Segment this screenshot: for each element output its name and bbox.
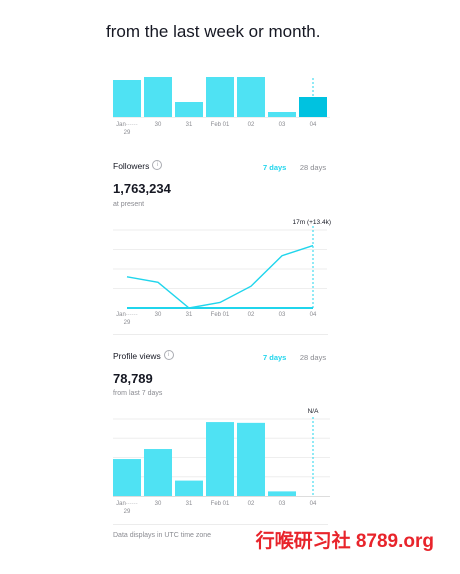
data-annotation: N/A bbox=[308, 408, 320, 415]
bar bbox=[299, 97, 327, 117]
bar bbox=[206, 422, 234, 496]
profile-views-header: Profile views i bbox=[113, 346, 174, 364]
followers-tab-7-days[interactable]: 7 days bbox=[263, 163, 287, 172]
x-tick-label: Jan······ bbox=[116, 312, 138, 318]
followers-header: Followers i bbox=[113, 156, 163, 174]
followers-title: Followers bbox=[113, 161, 150, 171]
followers-line-chart: 17m (+13.4k) Jan······ 30 31 Feb 01 02 03 04 29 bbox=[110, 216, 335, 328]
x-tick-label: Jan······ bbox=[116, 122, 138, 128]
x-tick-label: 02 bbox=[248, 312, 255, 318]
x-tick-label: 30 bbox=[155, 501, 162, 507]
bar bbox=[175, 102, 203, 117]
followers-count: 1,763,234 bbox=[113, 181, 171, 196]
bar bbox=[237, 422, 265, 496]
watermark-text: 行喉研习社 8789.org bbox=[255, 531, 434, 552]
bar bbox=[175, 480, 203, 496]
bar bbox=[113, 80, 141, 117]
bar bbox=[144, 449, 172, 496]
profile-views-bar-chart: N/A Jan······ 30 31 Feb 01 02 03 04 29 bbox=[110, 405, 335, 520]
bar bbox=[268, 491, 296, 496]
info-icon[interactable]: i bbox=[163, 349, 174, 360]
timezone-note: Data displays in UTC time zone bbox=[113, 532, 212, 539]
x-tick-label: 02 bbox=[248, 122, 255, 128]
followers-period-tabs: 7 days 28 days bbox=[263, 157, 326, 175]
x-tick-label: Jan······ bbox=[116, 501, 138, 507]
bar bbox=[113, 459, 141, 496]
intro-text: from the last week or month. bbox=[106, 22, 321, 41]
top-bar-chart-svg: Jan······ 30 31 Feb 01 02 03 04 29 bbox=[113, 77, 330, 136]
x-tick-label: 29 bbox=[124, 320, 131, 326]
bar bbox=[144, 77, 172, 117]
profile-views-period-tabs: 7 days 28 days bbox=[263, 347, 326, 365]
section-divider bbox=[113, 524, 328, 525]
profile-views-caption: from last 7 days bbox=[113, 390, 163, 397]
bar bbox=[268, 112, 296, 117]
x-tick-label: 04 bbox=[310, 501, 317, 507]
data-annotation: 17m (+13.4k) bbox=[293, 219, 331, 226]
followers-caption: at present bbox=[113, 201, 145, 208]
x-tick-label: 29 bbox=[124, 130, 131, 136]
x-tick-label: 31 bbox=[186, 501, 193, 507]
section-divider bbox=[113, 334, 328, 335]
x-tick-label: 29 bbox=[124, 509, 131, 515]
profile-views-tab-28-days[interactable]: 28 days bbox=[299, 353, 327, 362]
x-tick-label: 30 bbox=[155, 312, 162, 318]
top-bar-chart: Jan······ 30 31 Feb 01 02 03 04 29 bbox=[110, 70, 330, 136]
x-tick-label: 03 bbox=[279, 312, 286, 318]
x-tick-label: 31 bbox=[186, 122, 193, 128]
profile-views-count: 78,789 bbox=[113, 371, 153, 386]
followers-series-line bbox=[126, 244, 314, 309]
x-tick-label: 31 bbox=[186, 312, 193, 318]
x-tick-label: 04 bbox=[310, 122, 317, 128]
profile-views-bar-chart-svg: N/A Jan······ 30 31 Feb 01 02 03 04 29 bbox=[113, 408, 330, 515]
info-icon[interactable]: i bbox=[152, 159, 163, 170]
x-tick-label: Feb 01 bbox=[211, 122, 230, 128]
bar bbox=[206, 77, 234, 117]
profile-views-tab-7-days[interactable]: 7 days bbox=[263, 353, 287, 362]
x-tick-label: 30 bbox=[155, 122, 162, 128]
x-tick-label: Feb 01 bbox=[211, 501, 230, 507]
x-tick-label: 02 bbox=[248, 501, 255, 507]
profile-views-title: Profile views bbox=[113, 351, 161, 361]
followers-tab-28-days[interactable]: 28 days bbox=[299, 163, 327, 172]
x-tick-label: Feb 01 bbox=[211, 312, 230, 318]
x-tick-label: 04 bbox=[310, 312, 317, 318]
x-tick-label: 03 bbox=[279, 501, 286, 507]
bar bbox=[237, 77, 265, 117]
x-tick-label: 03 bbox=[279, 122, 286, 128]
followers-line-chart-svg: 17m (+13.4k) Jan······ 30 31 Feb 01 02 03 04 29 bbox=[113, 219, 331, 326]
